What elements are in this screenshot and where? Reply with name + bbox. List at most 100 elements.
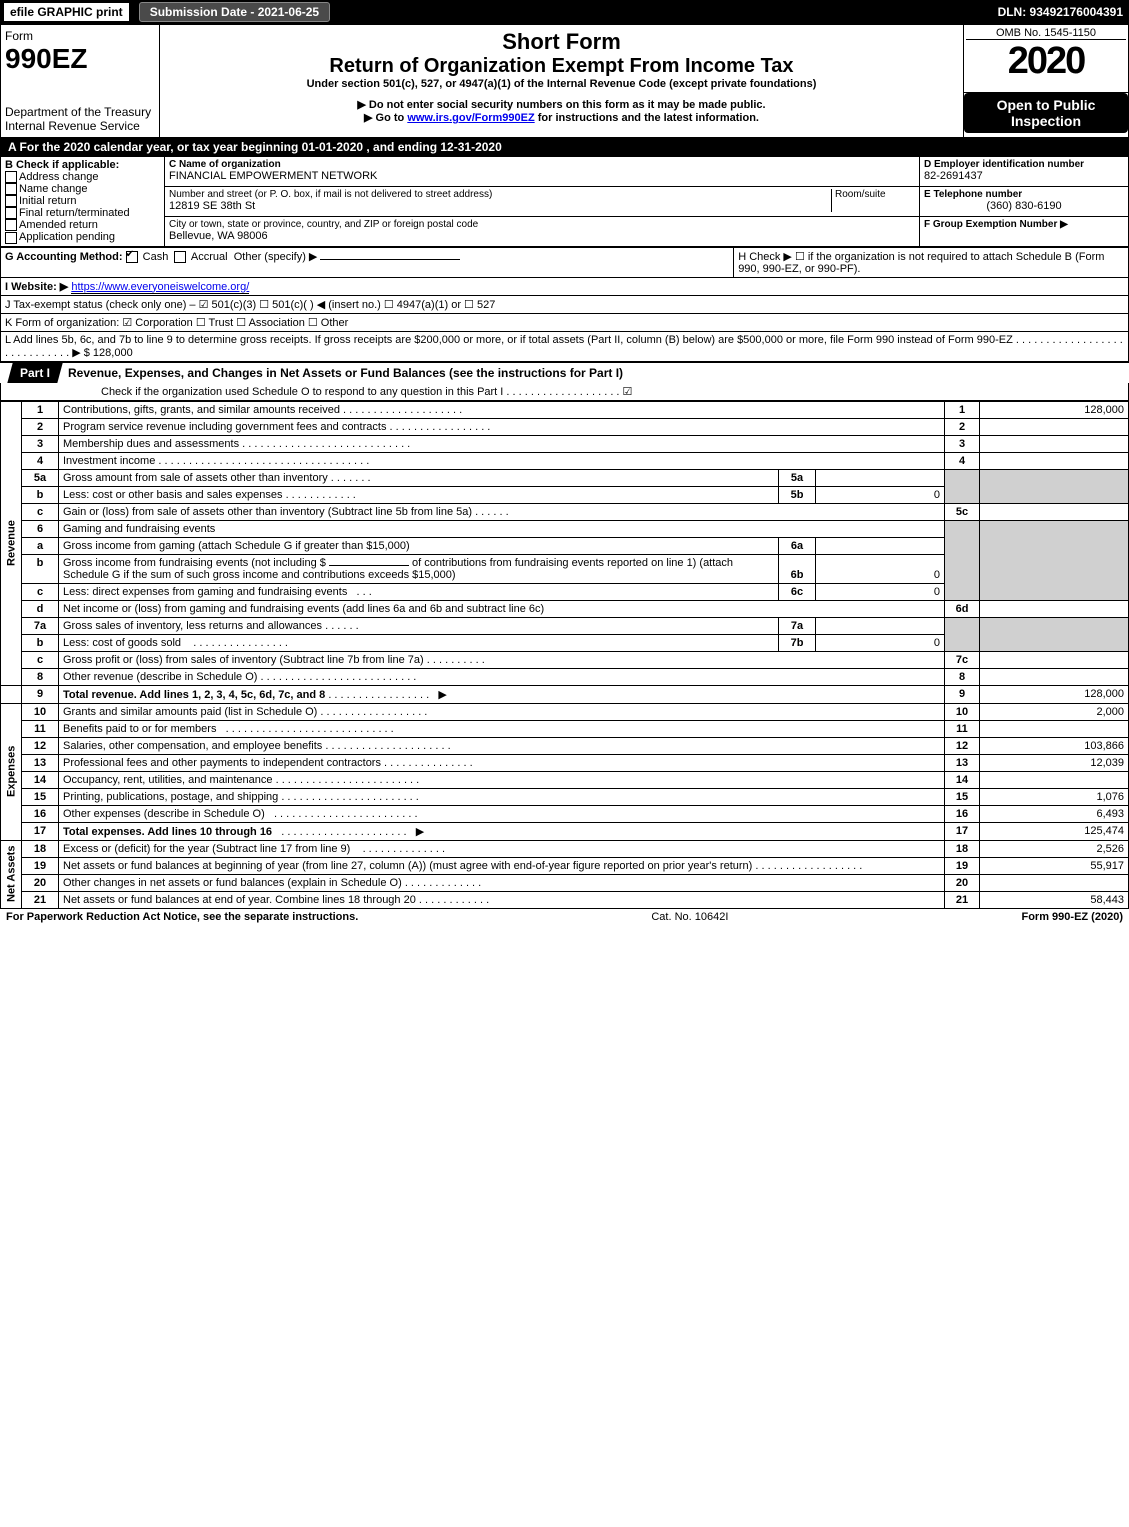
ln2-desc: Program service revenue including govern… [59, 418, 945, 435]
dept: Department of the Treasury [5, 105, 155, 119]
ln7b-iv: 0 [816, 634, 945, 651]
website-link[interactable]: https://www.everyoneiswelcome.org/ [71, 281, 249, 294]
ln5b-in: 5b [779, 486, 816, 503]
checkbox-icon[interactable] [5, 171, 17, 183]
checkbox-icon[interactable] [174, 251, 186, 263]
ln12-an: 12 [945, 737, 980, 754]
ln3-an: 3 [945, 435, 980, 452]
ln13-amt: 12,039 [980, 754, 1129, 771]
ln17-amt: 125,474 [980, 822, 1129, 840]
header-table: Form 990EZ Department of the Treasury In… [0, 24, 1129, 138]
b-opt2: Initial return [19, 195, 76, 207]
footer-center: Cat. No. 10642I [651, 911, 728, 923]
ln8-desc: Other revenue (describe in Schedule O) .… [59, 668, 945, 685]
checkbox-icon[interactable] [5, 183, 17, 195]
subtitle: Under section 501(c), 527, or 4947(a)(1)… [164, 78, 959, 90]
d-label: D Employer identification number [924, 159, 1124, 170]
checkbox-icon[interactable] [5, 219, 17, 231]
ln6d-num: d [22, 600, 59, 617]
irs-link[interactable]: www.irs.gov/Form990EZ [407, 112, 534, 124]
revenue-label-end [1, 685, 22, 703]
ln6c-num: c [22, 583, 59, 600]
checkbox-icon[interactable] [126, 251, 138, 263]
part1-header: Part I Revenue, Expenses, and Changes in… [0, 362, 1129, 383]
ln7c-num: c [22, 651, 59, 668]
part1-label-text: Part I [20, 366, 50, 380]
ln12-amt: 103,866 [980, 737, 1129, 754]
checkbox-icon[interactable] [5, 195, 17, 207]
ln1-an: 1 [945, 401, 980, 418]
ln18-an: 18 [945, 840, 980, 857]
ln5c-text: Gain or (loss) from sale of assets other… [63, 506, 472, 518]
note-ssn: ▶ Do not enter social security numbers o… [164, 98, 959, 111]
ln11-amt [980, 720, 1129, 737]
ln21-text: Net assets or fund balances at end of ye… [63, 894, 416, 906]
expenses-label: Expenses [1, 703, 22, 840]
ln7b-in: 7b [779, 634, 816, 651]
ln14-amt [980, 771, 1129, 788]
g-other: Other (specify) ▶ [234, 251, 318, 263]
ln9-desc: Total revenue. Add lines 1, 2, 3, 4, 5c,… [59, 685, 945, 703]
irs: Internal Revenue Service [5, 119, 155, 133]
checkbox-icon[interactable] [5, 232, 17, 244]
open-public-cell: Open to Public Inspection [964, 92, 1129, 137]
ln19-text: Net assets or fund balances at beginning… [63, 860, 752, 872]
ln17-text: Total expenses. Add lines 10 through 16 [63, 826, 272, 838]
ln7b-num: b [22, 634, 59, 651]
ln15-num: 15 [22, 788, 59, 805]
e-cell: E Telephone number (360) 830-6190 [920, 186, 1129, 216]
ln8-text: Other revenue (describe in Schedule O) [63, 671, 257, 683]
ln21-num: 21 [22, 891, 59, 908]
g-other-line[interactable] [320, 259, 460, 260]
org-name: FINANCIAL EMPOWERMENT NETWORK [169, 170, 915, 182]
ln7a-in: 7a [779, 617, 816, 634]
g-cash: Cash [143, 251, 169, 263]
ln2-an: 2 [945, 418, 980, 435]
d-cell: D Employer identification number 82-2691… [920, 157, 1129, 187]
ln5-shade [945, 469, 980, 503]
meta-table: G Accounting Method: Cash Accrual Other … [0, 247, 1129, 362]
ln10-an: 10 [945, 703, 980, 720]
ln10-num: 10 [22, 703, 59, 720]
i-label: I Website: ▶ [5, 281, 68, 293]
city-label: City or town, state or province, country… [169, 219, 915, 230]
ln9-text: Total revenue. Add lines 1, 2, 3, 4, 5c,… [63, 689, 325, 701]
ln20-num: 20 [22, 874, 59, 891]
g-accrual: Accrual [191, 251, 228, 263]
l-cell: L Add lines 5b, 6c, and 7b to line 9 to … [1, 331, 1129, 361]
c-name-cell: C Name of organization FINANCIAL EMPOWER… [165, 157, 920, 187]
ln6-desc: Gaming and fundraising events [59, 520, 945, 537]
ln6b-in: 6b [779, 554, 816, 583]
ln7-shade [945, 617, 980, 651]
b-opt-name: Name change [5, 183, 160, 195]
g-cell: G Accounting Method: Cash Accrual Other … [1, 247, 734, 277]
ln19-desc: Net assets or fund balances at beginning… [59, 857, 945, 874]
ln3-num: 3 [22, 435, 59, 452]
ln13-text: Professional fees and other payments to … [63, 757, 381, 769]
c-city-cell: City or town, state or province, country… [165, 216, 920, 246]
ln7a-desc: Gross sales of inventory, less returns a… [59, 617, 779, 634]
ln6b-blank[interactable] [329, 565, 409, 566]
ln4-num: 4 [22, 452, 59, 469]
ln15-text: Printing, publications, postage, and shi… [63, 791, 278, 803]
ln11-an: 11 [945, 720, 980, 737]
title-cell: Short Form Return of Organization Exempt… [160, 25, 964, 138]
ln1-amt: 128,000 [980, 401, 1129, 418]
ln18-desc: Excess or (deficit) for the year (Subtra… [59, 840, 945, 857]
netassets-label: Net Assets [1, 840, 22, 908]
ln5a-iv [816, 469, 945, 486]
f-cell: F Group Exemption Number ▶ [920, 216, 1129, 246]
section-b: B Check if applicable: Address change Na… [1, 157, 165, 247]
note2-pre: ▶ Go to [364, 112, 407, 124]
ln21-an: 21 [945, 891, 980, 908]
ln5c-an: 5c [945, 503, 980, 520]
ln16-desc: Other expenses (describe in Schedule O) … [59, 805, 945, 822]
room-label: Room/suite [835, 189, 915, 200]
ln7a-text: Gross sales of inventory, less returns a… [63, 620, 322, 632]
dln: DLN: 93492176004391 [998, 5, 1123, 19]
checkbox-icon[interactable] [5, 207, 17, 219]
ln6b-num: b [22, 554, 59, 583]
ln12-desc: Salaries, other compensation, and employ… [59, 737, 945, 754]
ln18-amt: 2,526 [980, 840, 1129, 857]
ln7c-desc: Gross profit or (loss) from sales of inv… [59, 651, 945, 668]
